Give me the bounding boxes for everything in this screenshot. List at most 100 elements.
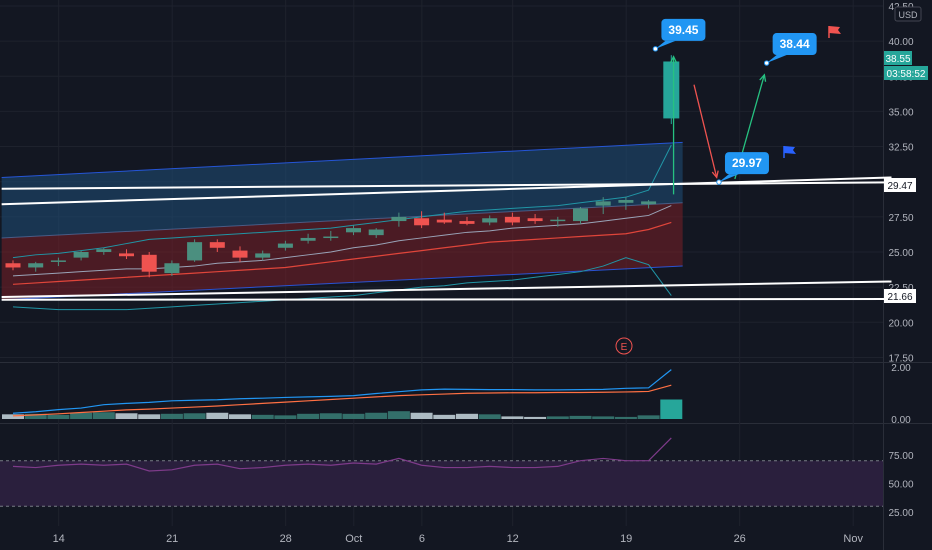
earnings-marker[interactable]: E bbox=[615, 337, 633, 355]
volume-bar[interactable] bbox=[433, 414, 456, 419]
volume-bar[interactable] bbox=[478, 414, 501, 419]
arrow-up-1-head bbox=[669, 55, 678, 64]
volume-bar[interactable] bbox=[92, 412, 115, 419]
volume-bar[interactable] bbox=[206, 412, 229, 419]
candle[interactable] bbox=[255, 250, 271, 261]
candle[interactable] bbox=[436, 212, 452, 224]
volume-bar[interactable] bbox=[637, 415, 660, 419]
volume-ma-orange[interactable] bbox=[12, 384, 672, 417]
candle[interactable] bbox=[550, 216, 566, 227]
candle[interactable] bbox=[641, 199, 657, 209]
candle[interactable] bbox=[459, 216, 475, 226]
price-callout[interactable]: 38.44 bbox=[763, 33, 817, 66]
volume-bar[interactable] bbox=[115, 413, 138, 419]
volume-pane[interactable] bbox=[0, 363, 883, 423]
volume-bar[interactable] bbox=[138, 414, 161, 419]
candle[interactable] bbox=[28, 261, 44, 272]
candle[interactable] bbox=[482, 215, 498, 226]
arrow-up-1[interactable] bbox=[669, 55, 678, 195]
candle[interactable] bbox=[368, 228, 384, 238]
volume-bar[interactable] bbox=[183, 413, 206, 419]
ma-slow-line[interactable] bbox=[12, 221, 672, 285]
channel-mid-line[interactable] bbox=[1, 202, 683, 239]
candle[interactable] bbox=[663, 55, 680, 125]
arrow-down[interactable] bbox=[693, 84, 719, 179]
candle-body bbox=[527, 218, 543, 222]
volume-bar[interactable] bbox=[70, 412, 93, 419]
price-callout[interactable]: 29.97 bbox=[716, 152, 769, 185]
volume-bar[interactable] bbox=[614, 416, 637, 419]
time-tick-label: 19 bbox=[620, 533, 632, 545]
trendline[interactable] bbox=[1, 181, 892, 190]
candle[interactable] bbox=[391, 212, 407, 227]
candle[interactable] bbox=[346, 225, 361, 236]
volume-bar[interactable] bbox=[274, 415, 297, 419]
candle[interactable] bbox=[119, 249, 134, 260]
candle[interactable] bbox=[323, 230, 339, 241]
candle[interactable] bbox=[164, 260, 180, 276]
channel-top-line[interactable] bbox=[1, 141, 683, 178]
candle[interactable] bbox=[209, 239, 225, 252]
volume-bar[interactable] bbox=[342, 413, 365, 419]
trendline[interactable] bbox=[1, 297, 892, 301]
volume-bar[interactable] bbox=[24, 413, 47, 419]
volume-bar[interactable] bbox=[47, 414, 70, 419]
candle[interactable] bbox=[595, 197, 611, 215]
flag-blue[interactable] bbox=[783, 146, 796, 158]
rsi-line[interactable] bbox=[12, 437, 672, 472]
volume-bar[interactable] bbox=[569, 415, 592, 419]
volume-bar[interactable] bbox=[660, 399, 683, 420]
currency-label[interactable]: USD bbox=[898, 10, 918, 20]
countdown-text: 03:58:52 bbox=[887, 69, 926, 80]
bb-lower-line[interactable] bbox=[12, 257, 672, 311]
volume-bar[interactable] bbox=[501, 416, 524, 419]
candle[interactable] bbox=[300, 233, 316, 244]
volume-bar[interactable] bbox=[546, 416, 569, 419]
volume-bar[interactable] bbox=[456, 413, 478, 419]
candle[interactable] bbox=[414, 211, 430, 229]
volume-bar[interactable] bbox=[251, 414, 274, 419]
candle[interactable] bbox=[504, 212, 520, 226]
volume-bar[interactable] bbox=[229, 414, 251, 419]
ma-fast-line[interactable] bbox=[12, 205, 672, 277]
candle[interactable] bbox=[573, 207, 588, 224]
price-callout[interactable]: 39.45 bbox=[652, 18, 706, 52]
flag-red[interactable] bbox=[828, 26, 841, 38]
earnings-circle bbox=[615, 337, 633, 355]
candle[interactable] bbox=[73, 250, 89, 261]
candle[interactable] bbox=[187, 239, 203, 262]
bb-upper-line[interactable] bbox=[12, 144, 672, 259]
volume-bar[interactable] bbox=[410, 412, 433, 419]
candle-body bbox=[595, 201, 611, 206]
candle[interactable] bbox=[141, 252, 157, 278]
volume-bar[interactable] bbox=[160, 413, 183, 419]
trendline[interactable] bbox=[1, 280, 892, 298]
current-price-badge: 38.55 03:58:52 bbox=[884, 51, 928, 80]
volume-bar[interactable] bbox=[297, 413, 320, 419]
volume-bar[interactable] bbox=[524, 416, 547, 419]
candle[interactable] bbox=[50, 257, 66, 267]
trendlines bbox=[1, 176, 892, 301]
candle[interactable] bbox=[527, 214, 543, 224]
volume-bar[interactable] bbox=[2, 414, 24, 419]
candle[interactable] bbox=[277, 240, 293, 251]
volume-ma-blue[interactable] bbox=[12, 369, 672, 414]
callout-anchor bbox=[652, 46, 659, 52]
candle[interactable] bbox=[96, 247, 112, 255]
volume-bar[interactable] bbox=[365, 412, 388, 419]
volume-bar[interactable] bbox=[592, 416, 615, 419]
bollinger-bands bbox=[12, 144, 672, 311]
volume-bar[interactable] bbox=[319, 413, 342, 419]
candle[interactable] bbox=[232, 246, 248, 262]
candle-body bbox=[368, 229, 384, 236]
price-tick-label: 17.50 bbox=[888, 353, 913, 364]
price-axis[interactable] bbox=[883, 0, 932, 526]
candle[interactable] bbox=[618, 197, 634, 210]
candle-body bbox=[187, 242, 203, 261]
callout-pointer bbox=[766, 55, 787, 64]
volume-bar[interactable] bbox=[387, 411, 410, 419]
currency-box[interactable] bbox=[894, 6, 922, 22]
trendline[interactable] bbox=[1, 176, 892, 206]
candle[interactable] bbox=[5, 260, 21, 271]
